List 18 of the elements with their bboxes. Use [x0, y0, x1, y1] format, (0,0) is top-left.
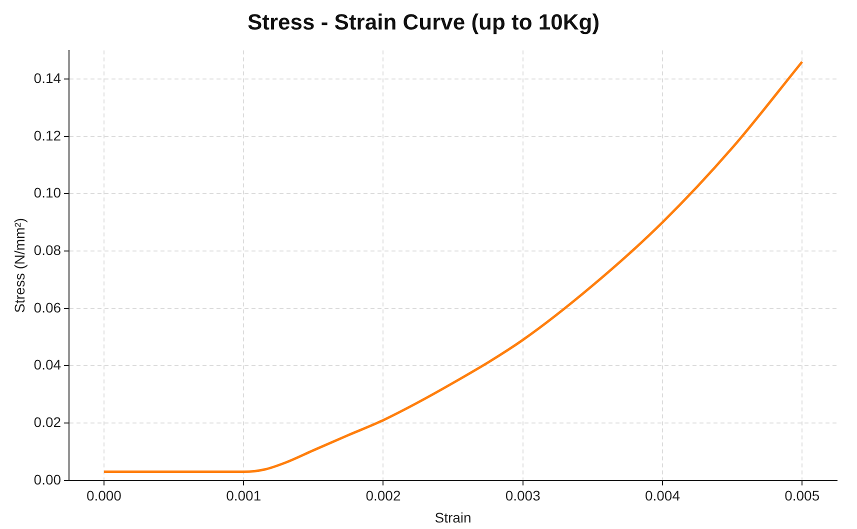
- x-tick-label: 0.001: [226, 488, 262, 504]
- chart-title: Stress - Strain Curve (up to 10Kg): [247, 9, 600, 34]
- y-axis-title: Stress (N/mm²): [11, 218, 28, 313]
- x-tick-label: 0.003: [505, 488, 541, 504]
- x-tick-label: 0.002: [366, 488, 401, 504]
- y-tick-label: 0.06: [34, 299, 62, 316]
- y-tick-label: 0.02: [34, 414, 62, 430]
- y-tick-label: 0.14: [34, 70, 62, 86]
- x-tick-label: 0.004: [644, 488, 680, 504]
- x-tick-label: 0.000: [86, 488, 122, 504]
- y-tick-label: 0.08: [34, 242, 62, 258]
- x-axis-title: Strain: [434, 509, 472, 526]
- line-series: [102, 60, 804, 474]
- y-tick-label: 0.10: [34, 184, 62, 201]
- y-tick-label: 0.00: [34, 471, 62, 488]
- x-tick-label: 0.005: [784, 488, 820, 504]
- y-tick-label: 0.12: [34, 127, 62, 144]
- y-tick-label: 0.04: [34, 356, 62, 373]
